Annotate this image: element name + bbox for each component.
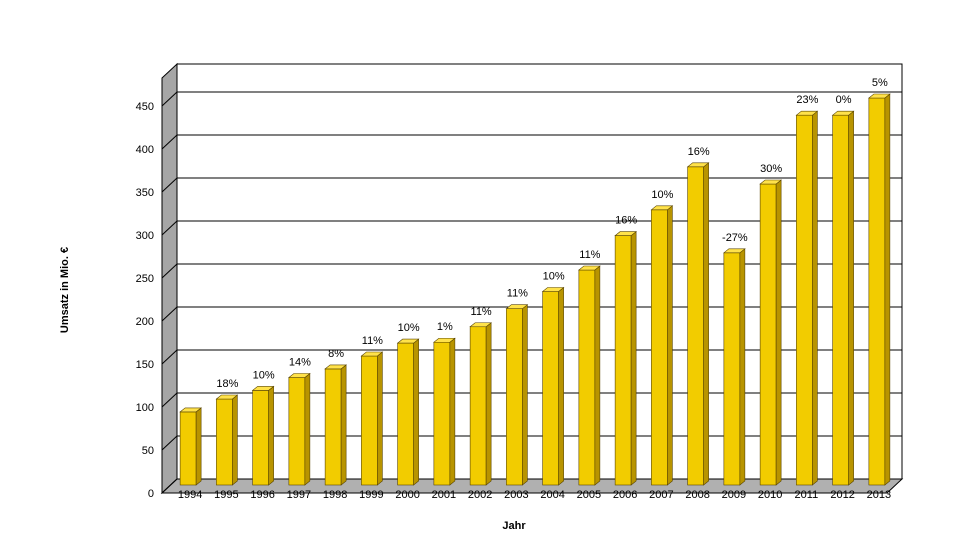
bar [505, 304, 529, 486]
data-label: 11% [579, 249, 600, 261]
x-tick-label: 1996 [250, 489, 274, 501]
x-tick-label: 2002 [468, 489, 492, 501]
side-gridline [161, 220, 178, 236]
bar [578, 265, 601, 486]
side-gridline [161, 177, 178, 193]
y-axis-title: Umsatz in Mio. € [59, 247, 71, 333]
data-label: 14% [289, 357, 311, 369]
data-label: 23% [796, 94, 818, 106]
data-label: 10% [651, 189, 673, 201]
data-label: 1% [437, 321, 453, 333]
side-wall [161, 62, 178, 495]
data-label: 11% [362, 335, 383, 347]
side-gridline [161, 306, 178, 322]
data-label: 16% [615, 215, 637, 227]
x-tick-label: 2005 [577, 489, 601, 501]
side-gridline [161, 392, 178, 408]
x-tick-label: 2007 [649, 489, 673, 501]
x-tick-label: 1994 [178, 489, 202, 501]
bar [179, 407, 202, 486]
bar [723, 248, 746, 486]
data-label: -27% [722, 232, 748, 244]
data-label: 10% [253, 369, 275, 381]
side-gridline [161, 91, 178, 107]
bar [759, 179, 782, 486]
x-axis-ticks: 1994 1995 1996 1997 1998 1999 2000 2001 2002 2003… [178, 489, 891, 501]
side-gridline [161, 478, 178, 494]
data-label: 8% [328, 348, 344, 360]
bar [360, 351, 384, 486]
data-label: 5% [872, 77, 888, 89]
bar [469, 322, 492, 486]
bar [686, 162, 710, 486]
x-tick-label: 2008 [685, 489, 709, 501]
data-label: 11% [507, 288, 528, 300]
side-gridline [161, 349, 178, 365]
y-tick-label: 200 [136, 316, 154, 328]
data-label: 10% [398, 322, 420, 334]
x-tick-label: 2006 [613, 489, 637, 501]
y-tick-label: 450 [136, 101, 154, 113]
x-tick-label: 2003 [504, 489, 528, 501]
x-tick-label: 2000 [395, 489, 419, 501]
x-tick-label: 2004 [540, 489, 564, 501]
x-tick-label: 2001 [432, 489, 456, 501]
bar [614, 230, 637, 486]
x-tick-label: 2013 [867, 489, 891, 501]
x-tick-label: 1995 [214, 489, 238, 501]
back-wall [176, 63, 903, 480]
bar [831, 110, 855, 486]
bar [215, 394, 239, 486]
x-tick-label: 2009 [722, 489, 746, 501]
bar [795, 110, 819, 486]
y-tick-label: 150 [136, 359, 154, 371]
bar [868, 93, 891, 486]
bar [650, 205, 674, 486]
y-axis-ticks: 0 50 100 150 200 250 300 350 400 450 [136, 101, 154, 500]
bar [251, 385, 275, 486]
y-tick-label: 250 [136, 273, 154, 285]
y-tick-label: 50 [142, 445, 154, 457]
x-tick-label: 1998 [323, 489, 347, 501]
x-tick-label: 1999 [359, 489, 383, 501]
side-gridline [161, 435, 178, 451]
data-labels: 18% 10% 14% 8% 11% 10% 1% 11% 11% 10% 11% 16% 10% 16%… [216, 77, 888, 390]
y-tick-label: 100 [136, 402, 154, 414]
side-gridline [161, 263, 178, 279]
data-label: 30% [760, 163, 782, 175]
x-tick-label: 2010 [758, 489, 782, 501]
bar [396, 338, 420, 486]
x-axis-title: Jahr [502, 520, 526, 532]
x-tick-label: 1997 [287, 489, 311, 501]
data-label: 11% [471, 306, 492, 318]
data-label: 10% [543, 271, 565, 283]
x-tick-label: 2011 [795, 489, 819, 501]
bars [179, 93, 891, 486]
bar [288, 372, 311, 486]
y-tick-label: 350 [136, 187, 154, 199]
data-label: 16% [688, 146, 710, 158]
data-label: 18% [216, 378, 238, 390]
side-gridline [161, 134, 178, 150]
x-tick-label: 2012 [830, 489, 854, 501]
bar [433, 337, 456, 486]
bar [541, 286, 565, 486]
y-tick-label: 0 [148, 488, 154, 500]
y-tick-label: 300 [136, 230, 154, 242]
bar [324, 364, 347, 486]
data-label: 0% [836, 94, 852, 106]
y-tick-label: 400 [136, 144, 154, 156]
